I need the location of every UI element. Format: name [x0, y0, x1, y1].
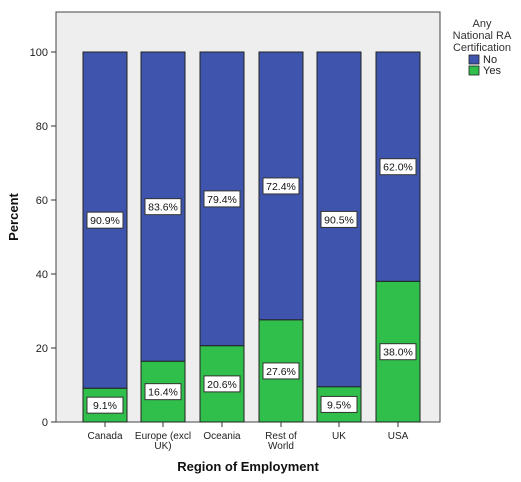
data-label-no-2: 79.4% [207, 194, 237, 206]
legend-label-no: No [483, 54, 497, 66]
y-tick-label: 80 [36, 121, 48, 133]
data-label-yes-4: 9.5% [327, 399, 351, 411]
y-tick-label: 0 [42, 417, 48, 429]
y-axis-title: Percent [6, 192, 21, 240]
y-tick-label: 40 [36, 269, 48, 281]
x-tick-label-3-line-1: World [268, 441, 294, 452]
x-tick-label-1-line-1: UK) [154, 441, 171, 452]
legend-title-line-2: Certification [453, 42, 511, 54]
legend-title-line-0: Any [473, 18, 492, 30]
y-tick-label: 100 [30, 47, 48, 59]
data-label-box-no-4 [320, 210, 358, 228]
legend-swatch-yes [468, 65, 480, 76]
x-tick-label-4-line-0: UK [332, 431, 346, 442]
data-label-no-0: 90.9% [90, 215, 120, 227]
data-label-box-no-2 [203, 190, 241, 208]
data-label-box-yes-3 [262, 362, 300, 380]
data-label-no-3: 72.4% [266, 181, 296, 193]
data-label-yes-3: 27.6% [266, 366, 296, 378]
y-tick-label: 20 [36, 343, 48, 355]
data-label-no-4: 90.5% [324, 214, 354, 226]
data-label-yes-1: 16.4% [148, 387, 178, 399]
x-tick-label-1-line-0: Europe (excl [135, 431, 191, 442]
x-axis-title: Region of Employment [177, 459, 319, 474]
data-label-box-no-0 [86, 211, 124, 229]
data-label-box-yes-1 [144, 383, 182, 401]
legend-swatch-no [468, 54, 480, 65]
data-label-no-5: 62.0% [383, 162, 413, 174]
data-label-no-1: 83.6% [148, 202, 178, 214]
x-tick-label-3-line-0: Rest of [265, 431, 297, 442]
data-label-box-yes-4 [320, 395, 358, 413]
x-tick-label-5-line-0: USA [388, 431, 409, 442]
data-label-yes-2: 20.6% [207, 379, 237, 391]
legend-title-line-1: National RA [453, 30, 512, 42]
data-label-box-no-3 [262, 177, 300, 195]
data-label-box-no-1 [144, 198, 182, 216]
legend-label-yes: Yes [483, 65, 501, 77]
data-label-box-yes-2 [203, 375, 241, 393]
x-tick-label-2-line-0: Oceania [203, 431, 241, 442]
data-label-yes-5: 38.0% [383, 347, 413, 359]
x-tick-label-0-line-0: Canada [87, 431, 122, 442]
data-label-yes-0: 9.1% [93, 400, 117, 412]
y-tick-label: 60 [36, 195, 48, 207]
data-label-box-yes-5 [379, 343, 417, 361]
data-label-box-yes-0 [86, 396, 124, 414]
data-label-box-no-5 [379, 158, 417, 176]
